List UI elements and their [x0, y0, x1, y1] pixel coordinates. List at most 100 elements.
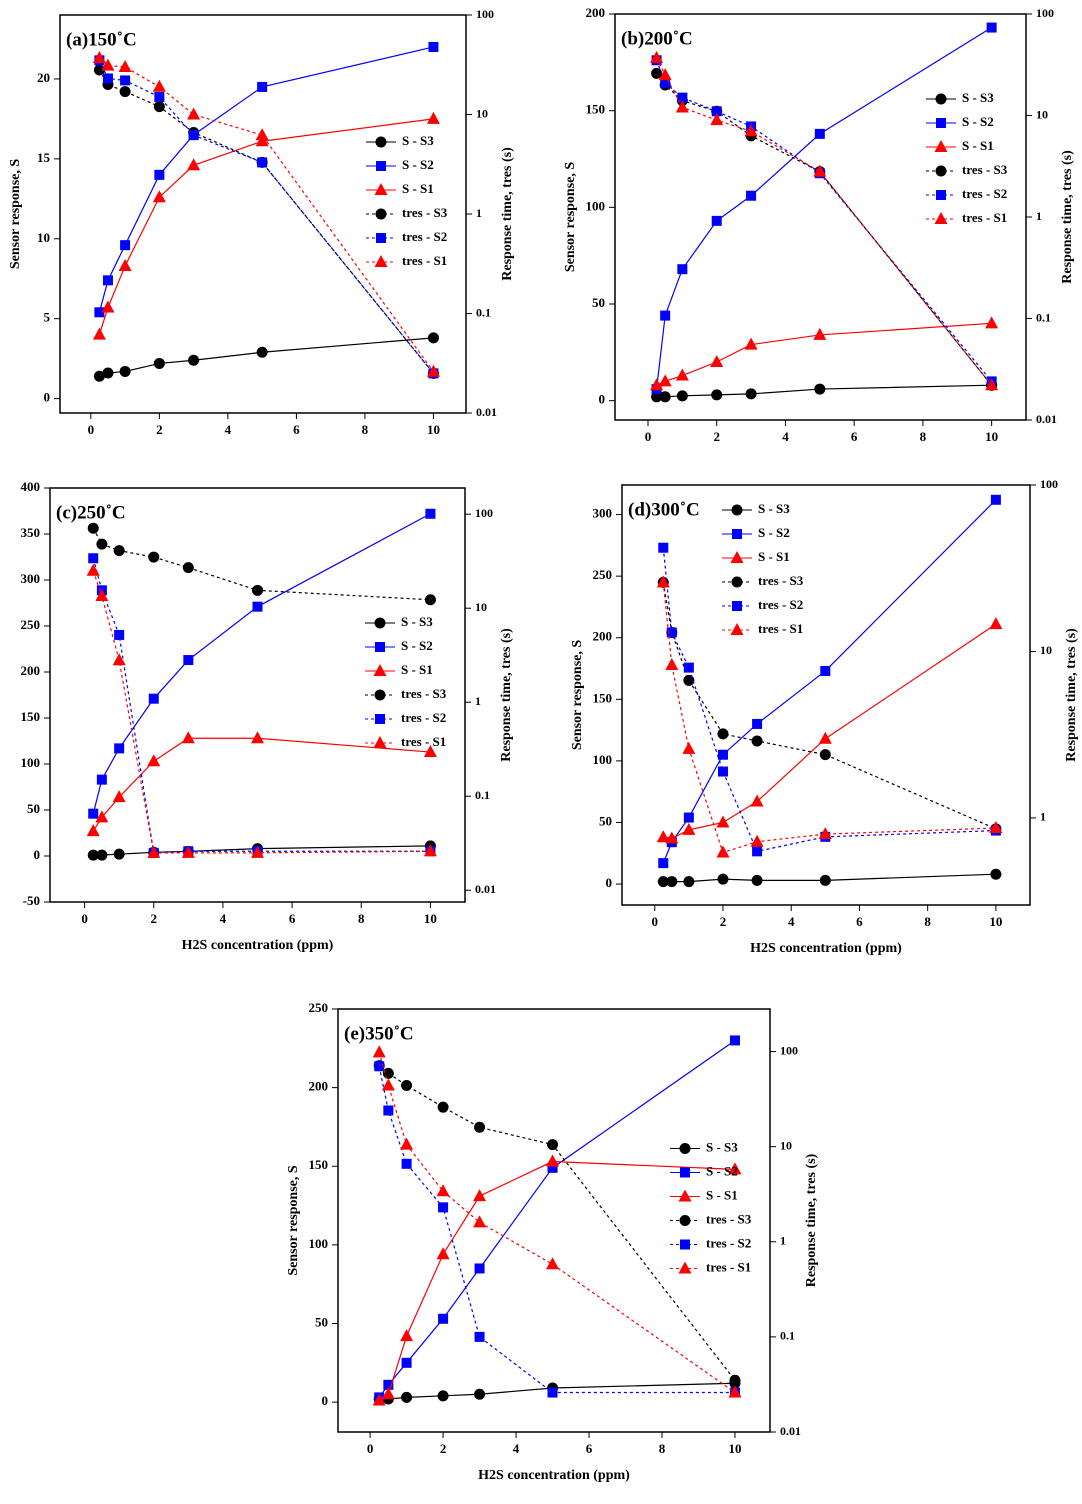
y-axis-label: Sensor response, S	[570, 640, 585, 751]
legend-marker	[731, 504, 743, 516]
data-point	[428, 41, 439, 52]
data-point	[717, 873, 729, 885]
y-tick-label: 50	[592, 295, 605, 310]
data-point	[93, 370, 105, 382]
data-point	[381, 1387, 395, 1400]
y-tick-label: 0	[606, 875, 613, 890]
x-axis-label: H2S concentration (ppm)	[182, 938, 334, 953]
y-tick-label: 15	[37, 150, 51, 165]
data-point	[152, 79, 166, 92]
y2-tick-label: 100	[1040, 477, 1058, 491]
y-tick-label: 200	[593, 629, 613, 644]
y2-tick-label: 100	[476, 7, 494, 21]
legend-marker	[732, 529, 742, 539]
series-line	[378, 1066, 735, 1394]
data-point	[436, 1184, 450, 1197]
plot-frame	[49, 487, 466, 903]
y-tick-label: 5	[44, 310, 51, 325]
legend-label: S - S1	[401, 662, 433, 677]
data-point	[96, 849, 108, 861]
data-point	[436, 1247, 450, 1260]
data-point	[675, 368, 689, 381]
data-point	[102, 73, 113, 84]
legend-marker	[934, 212, 948, 224]
data-point	[729, 1374, 741, 1386]
data-point	[147, 845, 161, 858]
data-point	[119, 365, 131, 377]
data-point	[426, 364, 440, 377]
data-point	[88, 808, 99, 819]
data-point	[744, 337, 758, 350]
data-point	[659, 391, 671, 403]
legend-label: tres - S3	[706, 1211, 752, 1226]
data-point	[547, 1139, 559, 1151]
legend-marker	[935, 165, 947, 177]
data-point	[666, 627, 677, 638]
y-tick-label: 0	[44, 390, 51, 405]
data-point	[819, 874, 831, 886]
data-point	[257, 81, 268, 92]
data-point	[425, 508, 436, 519]
data-point	[656, 830, 670, 843]
legend-label: S - S3	[706, 1139, 738, 1154]
data-point	[651, 67, 663, 79]
data-point	[473, 1189, 487, 1202]
x-tick-label: 10	[424, 911, 437, 926]
data-point	[374, 1061, 385, 1072]
data-point	[257, 157, 268, 168]
data-point	[102, 275, 113, 286]
y2-tick-label: 1	[1040, 810, 1046, 824]
x-tick-label: 10	[989, 914, 1002, 929]
y2-axis-label: Response time, tres (s)	[499, 628, 514, 762]
y-axis-label: Sensor response, S	[8, 159, 23, 270]
data-point	[101, 58, 115, 71]
data-point	[729, 1035, 740, 1046]
legend-marker	[679, 1143, 691, 1154]
data-point	[437, 1390, 449, 1402]
data-point	[112, 790, 126, 803]
data-point	[818, 827, 832, 840]
x-tick-label: 8	[358, 911, 365, 926]
data-point	[750, 834, 764, 847]
data-point	[181, 845, 195, 858]
data-point	[657, 876, 669, 888]
y-tick-label: 100	[593, 752, 613, 767]
data-point	[710, 355, 724, 367]
legend-marker	[680, 1167, 690, 1178]
data-point	[88, 553, 99, 564]
legend-marker	[375, 642, 385, 652]
series-line	[662, 499, 997, 864]
y2-tick-label: 100	[780, 1043, 798, 1057]
legend-marker	[935, 93, 947, 105]
data-point	[814, 128, 825, 139]
data-point	[745, 388, 757, 400]
y-tick-label: 10	[37, 230, 50, 245]
y2-tick-label: 1	[476, 206, 482, 220]
chart-title: (d)300˚C	[628, 499, 700, 520]
x-tick-label: 6	[851, 429, 858, 444]
x-tick-label: 6	[856, 914, 863, 929]
legend-label: S - S2	[758, 525, 790, 540]
y2-tick-label: 1	[475, 694, 481, 708]
y2-tick-label: 10	[475, 600, 487, 614]
series-line	[98, 69, 434, 374]
data-point	[658, 68, 672, 81]
x-tick-label: 0	[651, 914, 658, 929]
legend-label: S - S2	[962, 114, 994, 129]
legend-marker	[373, 664, 387, 676]
legend-marker	[373, 736, 387, 748]
data-point	[820, 665, 831, 676]
chart-title: (b)200˚C	[621, 28, 693, 49]
x-tick-label: 10	[427, 422, 440, 437]
x-tick-label: 2	[440, 1441, 447, 1456]
data-point	[255, 128, 269, 141]
data-point	[252, 584, 263, 596]
y-tick-label: -50	[23, 893, 40, 908]
y-tick-label: 50	[27, 801, 40, 816]
legend-label: tres - S3	[401, 686, 447, 701]
data-point	[813, 164, 827, 177]
data-point	[813, 327, 827, 340]
chart-title: (e)350˚C	[344, 1023, 414, 1044]
data-point	[547, 1162, 558, 1173]
x-tick-label: 10	[985, 429, 998, 444]
